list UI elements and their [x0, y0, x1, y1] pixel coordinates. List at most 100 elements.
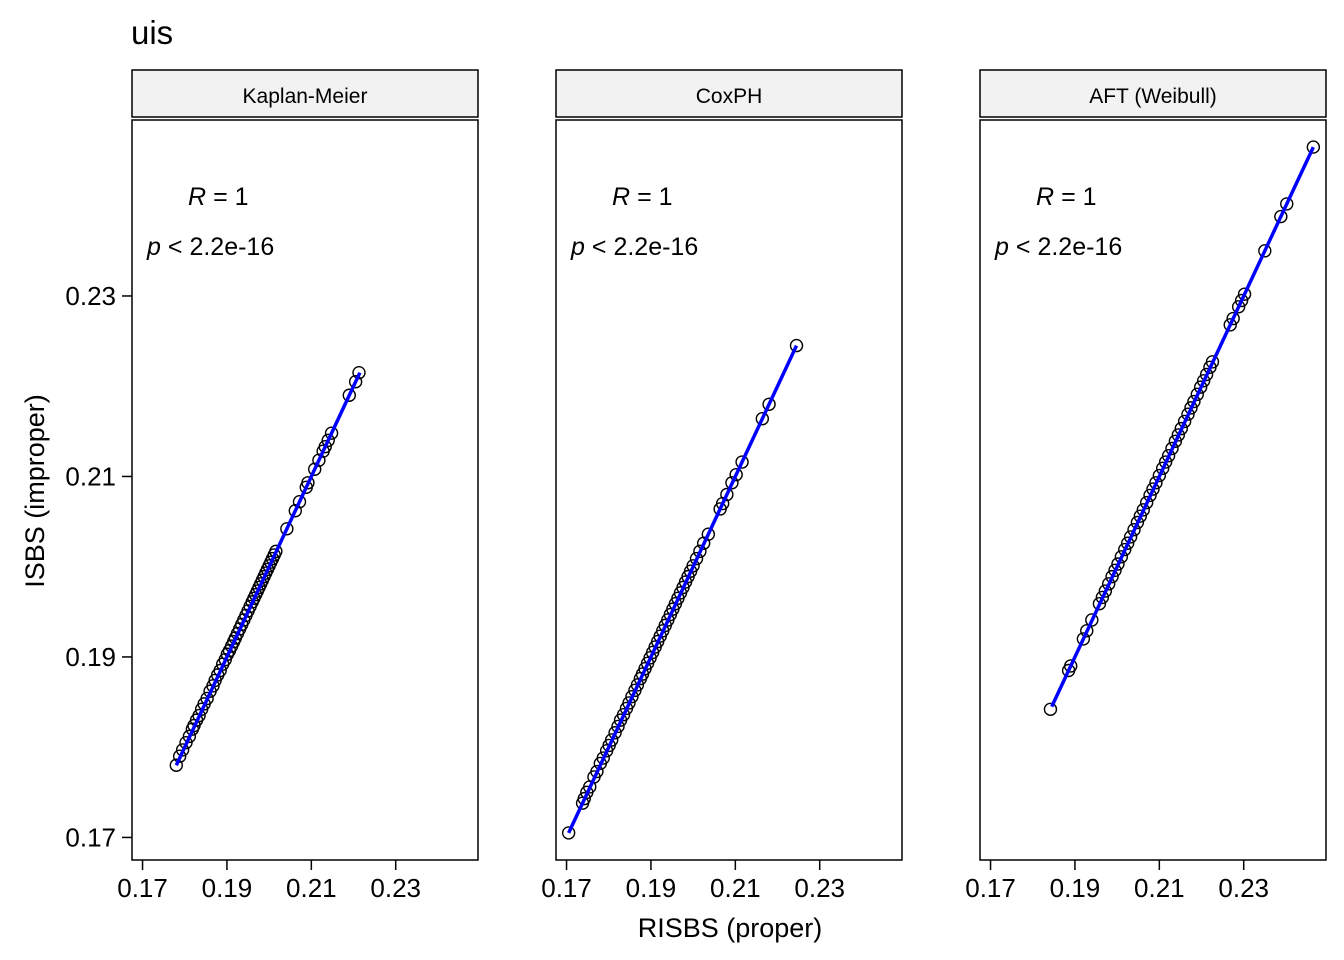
data-point: [1234, 293, 1249, 308]
data-point: [175, 743, 190, 757]
data-point: [280, 522, 294, 536]
data-point: [789, 338, 804, 353]
data-point: [348, 375, 363, 389]
data-point: [288, 504, 302, 518]
x-tick-label: 0.21: [1134, 873, 1185, 903]
correlation-label: R = 1: [1036, 183, 1097, 211]
facet-strip: [131, 69, 479, 118]
facet-strip-label: AFT (Weibull): [1089, 85, 1217, 108]
data-point: [269, 544, 283, 559]
data-point: [1043, 702, 1058, 716]
data-point: [616, 708, 631, 722]
data-point: [1118, 542, 1132, 557]
data-point: [301, 476, 315, 490]
data-point: [1120, 536, 1135, 550]
data-point: [762, 397, 776, 411]
data-point: [561, 826, 576, 840]
data-point: [1237, 287, 1252, 301]
data-point: [622, 696, 636, 710]
data-point: [321, 433, 335, 448]
y-axis-title: ISBS (improper): [20, 394, 50, 588]
data-point: [701, 527, 716, 541]
data-point: [1064, 659, 1078, 673]
correlation-r-value: = 1: [1061, 183, 1096, 211]
data-point: [308, 462, 322, 476]
data-point: [1080, 624, 1094, 638]
facet-strip-label: Kaplan-Meier: [243, 85, 368, 108]
data-point: [1095, 590, 1110, 605]
data-point: [729, 467, 743, 482]
data-point: [755, 412, 770, 426]
data-point: [342, 388, 357, 402]
data-point: [1231, 300, 1246, 314]
data-point: [608, 726, 622, 740]
data-point: [1108, 563, 1122, 578]
data-point: [1146, 482, 1160, 496]
data-point: [1258, 244, 1272, 258]
data-point: [169, 758, 184, 772]
data-point: [590, 764, 604, 779]
data-point: [1123, 530, 1138, 544]
data-point: [179, 735, 193, 750]
correlation-r-symbol: R: [612, 183, 630, 211]
data-point: [596, 751, 610, 765]
facet-strip-label: CoxPH: [696, 85, 763, 108]
data-point: [1133, 509, 1148, 523]
data-point: [577, 791, 591, 806]
chart-title: uis: [131, 14, 173, 51]
panel-kaplan-meier: Kaplan-Meier 0.17 0.19 0.21 0.23 R = 1 p < 2.2e-…: [117, 69, 479, 903]
data-point: [1193, 380, 1208, 394]
data-point: [1184, 401, 1198, 415]
x-tick-label: 0.21: [710, 873, 761, 903]
y-axis: 0.17 0.19 0.21 0.23: [65, 281, 132, 852]
data-point: [611, 719, 625, 734]
data-point: [1226, 311, 1240, 326]
y-tick-label: 0.19: [65, 642, 116, 672]
data-point: [213, 663, 227, 678]
data-point: [1130, 515, 1145, 530]
x-tick-label: 0.23: [370, 873, 421, 903]
data-point: [1076, 632, 1091, 646]
data-point: [1101, 577, 1116, 591]
y-tick-label: 0.17: [65, 822, 116, 852]
x-tick-label: 0.17: [965, 873, 1016, 903]
data-point: [693, 544, 707, 559]
x-tick-label: 0.19: [626, 873, 677, 903]
data-point: [1158, 455, 1173, 469]
regression-line: [1050, 146, 1315, 708]
data-point: [686, 559, 700, 573]
p-value-symbol: p: [146, 233, 161, 261]
y-tick-label: 0.23: [65, 281, 116, 311]
data-point: [318, 439, 332, 454]
data-point: [630, 678, 645, 692]
p-value-symbol: p: [570, 233, 585, 261]
data-point: [1274, 209, 1288, 224]
x-tick-label: 0.23: [1218, 873, 1269, 903]
data-point: [1111, 557, 1125, 571]
x-tick-label: 0.23: [794, 873, 845, 903]
p-value-label: p < 2.2e-16: [146, 233, 274, 261]
data-point: [1152, 468, 1167, 483]
data-point: [312, 453, 326, 467]
p-value-symbol: p: [994, 233, 1009, 261]
facet-strip: [979, 69, 1327, 118]
data-point: [689, 551, 704, 566]
p-value-value: < 2.2e-16: [168, 233, 274, 261]
data-point: [735, 455, 749, 469]
data-point: [604, 733, 619, 747]
regression-line: [174, 371, 362, 766]
data-point: [1139, 495, 1154, 510]
data-point: [200, 691, 214, 706]
x-tick-label: 0.21: [286, 873, 337, 903]
panel-aft-weibull: AFT (Weibull) 0.17 0.19 0.21 0.23 R = 1 p < 2.2e…: [965, 69, 1327, 903]
data-point: [1098, 584, 1113, 598]
data-point: [1156, 461, 1170, 476]
data-point: [1127, 523, 1141, 537]
data-point: [1223, 318, 1237, 332]
y-tick-label: 0.21: [65, 461, 116, 491]
data-point: [1306, 140, 1321, 154]
p-value-label: p < 2.2e-16: [570, 233, 698, 261]
data-point: [352, 365, 366, 380]
